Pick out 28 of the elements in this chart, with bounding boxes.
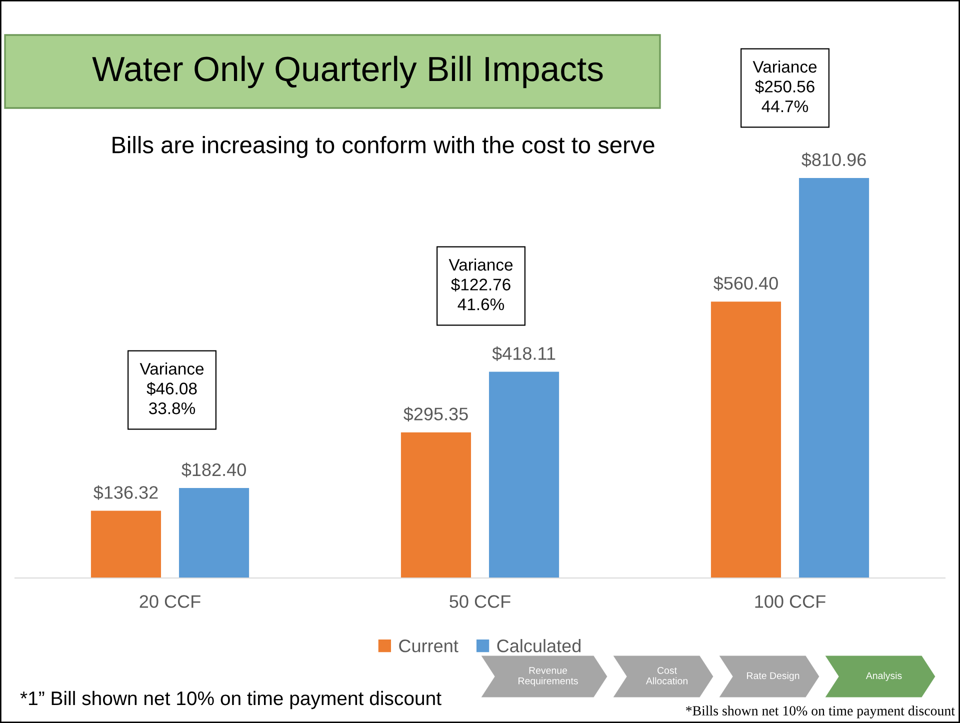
bar [90,510,162,578]
bar [798,178,870,578]
x-tick-label: 100 CCF [755,595,826,608]
bar [400,432,472,578]
data-label: $418.11 [492,346,556,361]
text: *1” Bill shown net 10% on time payment discount [20,690,442,710]
legend-label: Current [399,640,458,652]
data-label: $295.35 [404,406,468,422]
data-label: $182.40 [182,462,246,478]
text: Revenue Requirements [518,667,578,686]
chart-subtitle: Bills are increasing to conform with the cost to serve [112,136,654,158]
bar [488,372,560,578]
annotation: Variance $46.08 33.8% [140,362,204,414]
data-label: $560.40 [714,276,778,291]
text: *Bills shown net 10% on time payment discount [686,706,955,718]
data-label: $810.96 [802,152,866,168]
chart-title: Water Only Quarterly Bill Impacts [92,56,603,88]
text: Analysis [866,672,902,682]
legend-label: Calculated [497,639,580,652]
text: Variance $250.56 44.7% [752,60,817,112]
text: Rate Design [747,672,800,682]
bar [710,302,782,578]
x-tick-label: 20 CCF [140,595,200,608]
text: Cost Allocation [646,666,688,684]
data-label: $136.32 [94,485,158,500]
annotation: Variance $122.76 41.6% [448,258,513,310]
x-tick-label: 50 CCF [450,595,510,608]
bar [178,488,250,578]
